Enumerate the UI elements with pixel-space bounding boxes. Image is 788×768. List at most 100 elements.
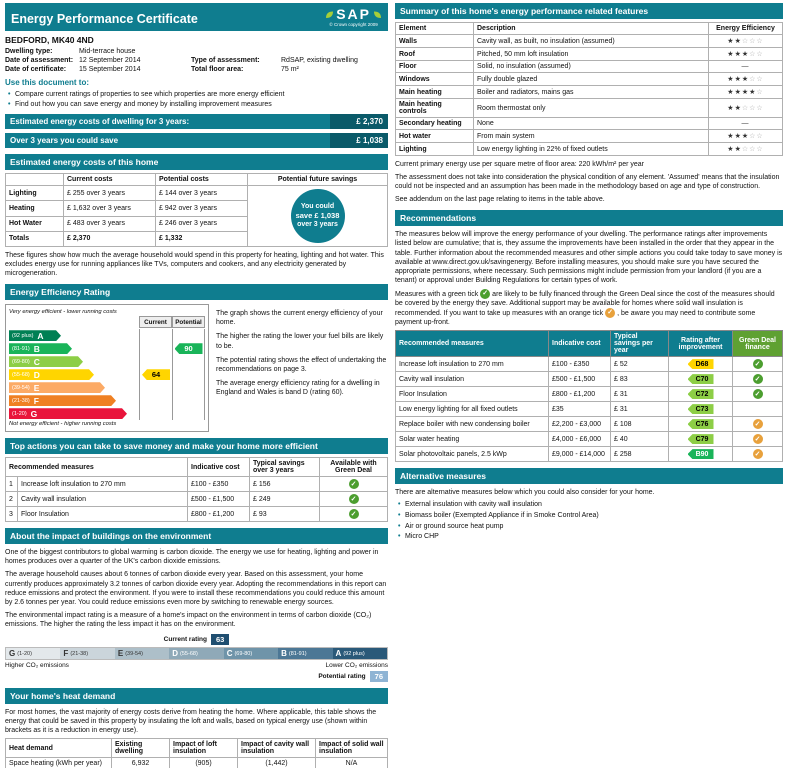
eer-potential-cell bbox=[172, 355, 205, 369]
recommendations-tick-note: Measures with a green tick ✓ are likely … bbox=[395, 288, 783, 327]
element-name: Roof bbox=[395, 47, 474, 61]
band-letter: C bbox=[33, 356, 40, 367]
totals-row: Totals £ 2,370 £ 1,332 bbox=[5, 230, 388, 248]
column-header: Existing dwelling bbox=[111, 738, 170, 759]
savings-circle-line: save £ 1,038 bbox=[295, 211, 340, 221]
eer-potential-cell bbox=[172, 381, 205, 395]
column-header: Typical savings over 3 years bbox=[249, 457, 320, 478]
column-header: Recommended measures bbox=[5, 457, 188, 478]
typical-savings: £ 258 bbox=[610, 446, 669, 463]
element-description: Fully double glazed bbox=[473, 72, 709, 86]
table-row: Solar water heating £4,000 - £6,000 £ 40… bbox=[395, 431, 783, 448]
eer-band-b: (81-91) B bbox=[9, 343, 72, 354]
green-deal-cell: ✓ bbox=[319, 506, 388, 523]
table-header-row: Recommended measures Indicative cost Typ… bbox=[395, 330, 783, 358]
green-deal-cell: ✓ bbox=[732, 416, 783, 433]
field-value: 75 m² bbox=[281, 65, 299, 73]
environment-paragraph: The average household causes about 6 ton… bbox=[5, 571, 387, 606]
estimated-costs-banner: Estimated energy costs of dwelling for 3… bbox=[5, 114, 388, 129]
condition-note: The assessment does not take into consid… bbox=[395, 174, 780, 191]
savings-banner: Over 3 years you could save £ 1,038 bbox=[5, 133, 388, 148]
field-label: Date of assessment: bbox=[5, 56, 74, 64]
eer-band-row-d: (55-68) D 64 bbox=[9, 368, 205, 382]
band-range: (39-54) bbox=[12, 384, 30, 391]
star-rating: ★★★☆☆ bbox=[708, 72, 783, 86]
table-row: Walls Cavity wall, as built, no insulatio… bbox=[395, 34, 783, 48]
current-rating-marker: 64 bbox=[142, 369, 170, 381]
table-row: Floor Insulation £800 - £1,200 £ 31 C72 … bbox=[395, 386, 783, 403]
indicative-cost: £800 - £1,200 bbox=[548, 386, 611, 403]
eer-potential-cell bbox=[172, 407, 205, 421]
eer-potential-cell bbox=[172, 394, 205, 408]
costs-footnote: These figures show how much the average … bbox=[5, 252, 384, 278]
potential-rating-marker: 90 bbox=[174, 343, 203, 355]
typical-savings: £ 31 bbox=[610, 386, 669, 403]
environmental-impact-rating: Current rating 63 G (1-20) F (21-38) E (39-… bbox=[5, 634, 388, 683]
eir-band-bar: G (1-20) F (21-38) E (39-54) D (55-68) C (69-… bbox=[5, 647, 388, 661]
field-label: Dwelling type: bbox=[5, 47, 53, 55]
element-description: Cavity wall, as built, no insulation (as… bbox=[473, 34, 709, 48]
band-range: (1-20) bbox=[17, 650, 32, 657]
stars-filled: — bbox=[741, 120, 750, 127]
column-header: Rating after improvement bbox=[668, 330, 733, 358]
stars-filled: ★★ bbox=[727, 146, 742, 153]
certificate-header: Energy Performance Certificate SAP © Cro… bbox=[5, 3, 388, 31]
band-letter: E bbox=[117, 649, 124, 659]
indicative-cost: £9,000 - £14,000 bbox=[548, 446, 611, 463]
table-row: Low energy lighting for all fixed outlet… bbox=[395, 401, 783, 418]
table-row: Cavity wall insulation £500 - £1,500 £ 8… bbox=[395, 371, 783, 388]
star-rating: ★★☆☆☆ bbox=[708, 142, 783, 156]
tick-note-text: are likely to be fully financed through … bbox=[395, 290, 775, 317]
star-rating: ★★☆☆☆ bbox=[708, 98, 783, 118]
eer-current-cell bbox=[139, 407, 172, 421]
eer-paragraph: The higher the rating the lower your fue… bbox=[216, 333, 384, 350]
eer-current-cell bbox=[139, 329, 172, 343]
current-cost: £ 2,370 bbox=[63, 230, 156, 248]
rating-after-improvement: C73 bbox=[687, 404, 714, 415]
element-description: Low energy lighting in 22% of fixed outl… bbox=[473, 142, 709, 156]
value-cell: 6,932 bbox=[111, 757, 170, 768]
bullet-item: Find out how you can save energy and mon… bbox=[5, 101, 388, 110]
table-row: Replace boiler with new condensing boile… bbox=[395, 416, 783, 433]
eer-current-header: Current bbox=[139, 316, 172, 329]
eer-bottom-label: Not energy efficient - higher running co… bbox=[9, 421, 117, 428]
savings-circle-line: over 3 years bbox=[297, 220, 338, 228]
right-column: Summary of this home's energy performanc… bbox=[395, 3, 783, 768]
row-label: Totals bbox=[5, 230, 64, 248]
environment-paragraph: The environmental impact rating is a mea… bbox=[5, 611, 372, 628]
value-cell: (1,442) bbox=[237, 757, 316, 768]
use-document-bullets: Compare current ratings of properties to… bbox=[5, 89, 388, 111]
band-range: (55-68) bbox=[12, 371, 30, 378]
field-value: 12 September 2014 bbox=[79, 56, 141, 64]
eer-current-cell bbox=[139, 381, 172, 395]
band-range: (69-80) bbox=[12, 358, 30, 365]
rating-cell: C70 bbox=[668, 371, 733, 388]
eer-description: The graph shows the current energy effic… bbox=[216, 304, 388, 432]
element-name: Lighting bbox=[395, 142, 474, 156]
star-rating: ★★★☆☆ bbox=[708, 129, 783, 143]
row-label: Heating bbox=[5, 200, 64, 217]
stars-filled: ★★★★ bbox=[727, 89, 757, 96]
element-name: Hot water bbox=[395, 129, 474, 143]
rating-after-improvement: D68 bbox=[687, 359, 714, 370]
band-letter: F bbox=[63, 649, 69, 659]
field-label: Total floor area: bbox=[191, 65, 244, 73]
banner-label: Over 3 years you could save bbox=[10, 136, 119, 145]
column-header: Potential future savings bbox=[247, 173, 388, 186]
column-header: Description bbox=[473, 22, 709, 35]
certificate-title: Energy Performance Certificate bbox=[11, 12, 198, 26]
band-letter: C bbox=[226, 649, 233, 659]
eer-potential-header: Potential bbox=[172, 316, 205, 329]
field-label bbox=[191, 48, 281, 55]
eir-band-b: B (81-91) bbox=[278, 648, 333, 660]
element-description: Room thermostat only bbox=[473, 98, 709, 118]
eer-paragraph: The average energy efficiency rating for… bbox=[216, 379, 380, 396]
table-row: Secondary heating None — bbox=[395, 117, 783, 130]
use-document-title: Use this document to: bbox=[5, 77, 90, 87]
rating-cell: C72 bbox=[668, 386, 733, 403]
current-cost: £ 1,632 over 3 years bbox=[63, 200, 156, 217]
rating-after-improvement: C70 bbox=[687, 374, 714, 385]
eir-potential-label: Potential rating bbox=[318, 673, 366, 681]
sap-logo: SAP © Crown copyright 2009 bbox=[325, 7, 382, 28]
eer-band-row-c: (69-80) C bbox=[9, 355, 205, 369]
